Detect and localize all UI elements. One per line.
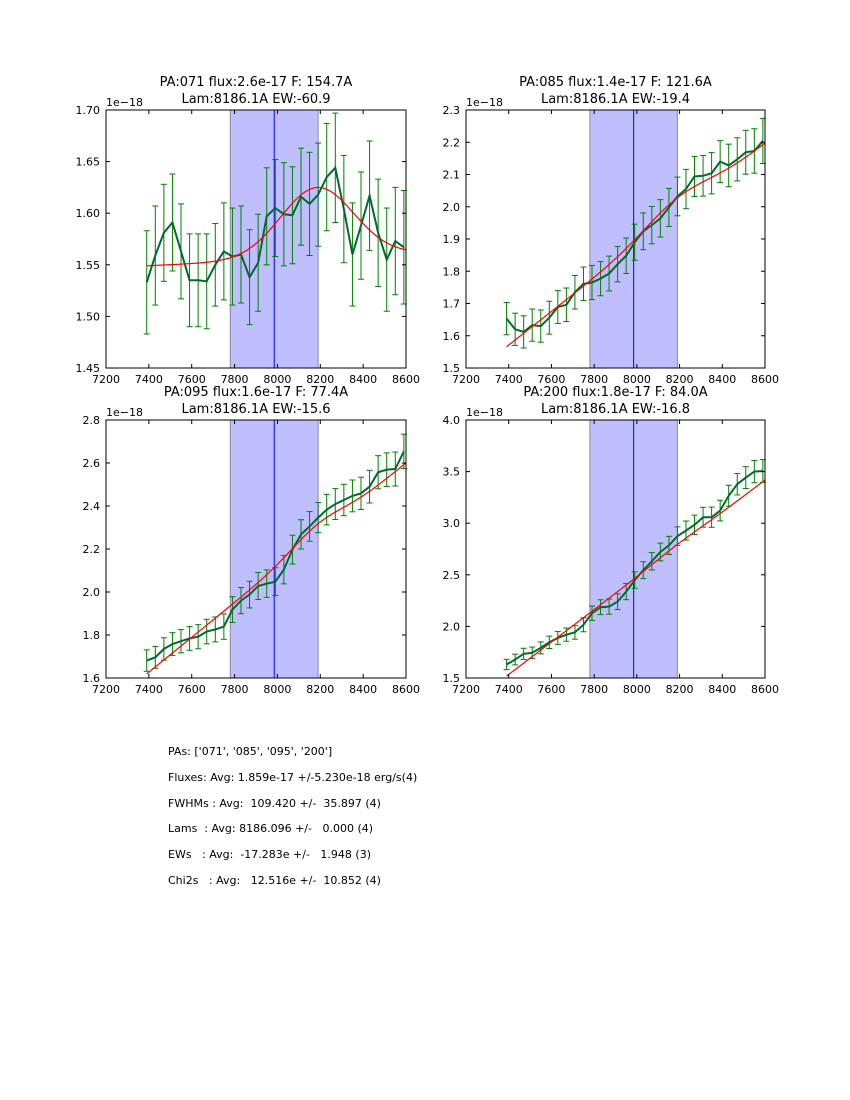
x-tick-label: 7800	[580, 373, 608, 386]
y-offset-label: 1e−18	[466, 406, 503, 419]
subplot-title-line1: PA:095 flux:1.6e-17 F: 77.4A	[164, 385, 348, 400]
y-tick-label: 4.0	[443, 414, 461, 427]
x-tick-label: 7600	[178, 373, 206, 386]
stats-chi2s: Chi2s : Avg: 12.516e +/- 10.852 (4)	[168, 873, 381, 887]
x-tick-label: 8400	[708, 683, 736, 696]
x-tick-label: 7600	[537, 683, 565, 696]
fit-curve	[506, 479, 766, 677]
figure-canvas: 7200 7400 7600 7800 8000 8200 8400 8600 1.45 1.50…	[76, 75, 780, 696]
y-tick-label: 1.60	[76, 207, 101, 220]
data-series-line	[505, 140, 764, 333]
y-tick-label: 1.8	[83, 629, 101, 642]
y-tick-label: 2.2	[443, 136, 461, 149]
x-tick-label: 8600	[392, 373, 420, 386]
x-tick-label: 7200	[452, 373, 480, 386]
y-tick-label: 2.6	[83, 457, 101, 470]
x-tick-label: 7400	[495, 373, 523, 386]
x-tick-label: 7200	[452, 683, 480, 696]
y-tick-label: 1.5	[443, 362, 461, 375]
y-offset-label: 1e−18	[106, 406, 143, 419]
subplot-title-line1: PA:071 flux:2.6e-17 F: 154.7A	[160, 75, 353, 90]
y-tick-label: 2.0	[443, 620, 461, 633]
stats-lams: Lams : Avg: 8186.096 +/- 0.000 (4)	[168, 822, 374, 836]
x-tick-label: 8200	[666, 373, 694, 386]
y-tick-label: 3.0	[443, 517, 461, 530]
subplot-title-line1: PA:085 flux:1.4e-17 F: 121.6A	[519, 75, 712, 90]
fit-curve	[506, 142, 766, 348]
axes-frame	[465, 419, 766, 679]
x-tick-label: 7200	[92, 373, 120, 386]
x-tick-label: 7800	[221, 683, 249, 696]
y-tick-label: 1.45	[76, 362, 101, 375]
x-tick-label: 7400	[135, 373, 163, 386]
x-tick-label: 7800	[580, 683, 608, 696]
x-tick-label: 8600	[751, 683, 779, 696]
y-tick-label: 2.0	[83, 586, 101, 599]
y-offset-label: 1e−18	[106, 96, 143, 109]
x-tick-label: 7400	[495, 683, 523, 696]
y-tick-label: 1.65	[76, 156, 101, 169]
x-tick-label: 8000	[623, 683, 651, 696]
subplot-2: 7200 7400 7600 7800 8000 8200 8400 8600 1.5 1.6 1.…	[443, 75, 780, 386]
stats-fwhms: FWHMs : Avg: 109.420 +/- 35.897 (4)	[168, 796, 381, 810]
y-offset-label: 1e−18	[466, 96, 503, 109]
fit-curve	[146, 186, 407, 267]
y-tick-label: 2.2	[83, 543, 101, 556]
x-tick-label: 8600	[751, 373, 779, 386]
x-tick-label: 7600	[537, 373, 565, 386]
stats-pas: PAs: ['071', '085', '095', '200']	[168, 745, 333, 758]
subplot-title-line2: Lam:8186.1A EW:-16.8	[541, 402, 690, 417]
y-tick-label: 1.50	[76, 310, 101, 323]
x-tick-label: 7600	[178, 683, 206, 696]
y-tick-label: 2.4	[83, 500, 101, 513]
y-tick-label: 2.3	[443, 104, 461, 117]
x-tick-label: 8200	[306, 373, 334, 386]
y-tick-label: 2.1	[443, 169, 461, 182]
x-tick-label: 8200	[306, 683, 334, 696]
x-tick-label: 8400	[349, 373, 377, 386]
y-tick-label: 3.5	[443, 466, 461, 479]
y-tick-label: 1.6	[83, 672, 101, 685]
y-tick-label: 1.5	[443, 672, 461, 685]
y-tick-label: 2.0	[443, 201, 461, 214]
x-tick-label: 8200	[666, 683, 694, 696]
subplot-title-line1: PA:200 flux:1.8e-17 F: 84.0A	[523, 385, 707, 400]
subplot-title-line2: Lam:8186.1A EW:-19.4	[541, 92, 690, 107]
data-series-line	[506, 469, 763, 666]
x-tick-label: 8600	[392, 683, 420, 696]
y-tick-label: 2.8	[83, 414, 101, 427]
y-tick-label: 1.55	[76, 259, 101, 272]
y-tick-label: 1.9	[443, 233, 461, 246]
y-tick-label: 1.6	[443, 330, 461, 343]
x-tick-label: 8000	[263, 683, 291, 696]
stats-ews: EWs : Avg: -17.283e +/- 1.948 (3)	[168, 848, 371, 862]
error-bar	[503, 658, 510, 671]
fit-curve	[146, 462, 407, 675]
summary-stats: PAs: ['071', '085', '095', '200'] Fluxes…	[168, 745, 417, 900]
subplot-title-line2: Lam:8186.1A EW:-15.6	[181, 402, 330, 417]
subplot-title-line2: Lam:8186.1A EW:-60.9	[181, 92, 330, 107]
y-tick-label: 1.70	[76, 104, 101, 117]
x-tick-label: 8000	[263, 373, 291, 386]
x-tick-label: 7400	[135, 683, 163, 696]
y-tick-label: 1.8	[443, 265, 461, 278]
subplot-3: 7200 7400 7600 7800 8000 8200 8400 8600 1.6 1.8 2.…	[83, 385, 421, 696]
subplot-1: 7200 7400 7600 7800 8000 8200 8400 8600 1.45 1.50…	[76, 75, 421, 386]
x-tick-label: 8400	[708, 373, 736, 386]
data-series-line	[145, 165, 405, 283]
y-tick-label: 2.5	[443, 569, 461, 582]
x-tick-label: 7800	[221, 373, 249, 386]
x-tick-label: 8000	[623, 373, 651, 386]
subplot-4: 7200 7400 7600 7800 8000 8200 8400 8600 1.5 2.0 2.…	[443, 385, 780, 696]
x-tick-label: 7200	[92, 683, 120, 696]
axes-frame	[105, 109, 407, 369]
x-tick-label: 8400	[349, 683, 377, 696]
y-tick-label: 1.7	[443, 298, 461, 311]
stats-fluxes: Fluxes: Avg: 1.859e-17 +/-5.230e-18 erg/…	[168, 770, 418, 784]
